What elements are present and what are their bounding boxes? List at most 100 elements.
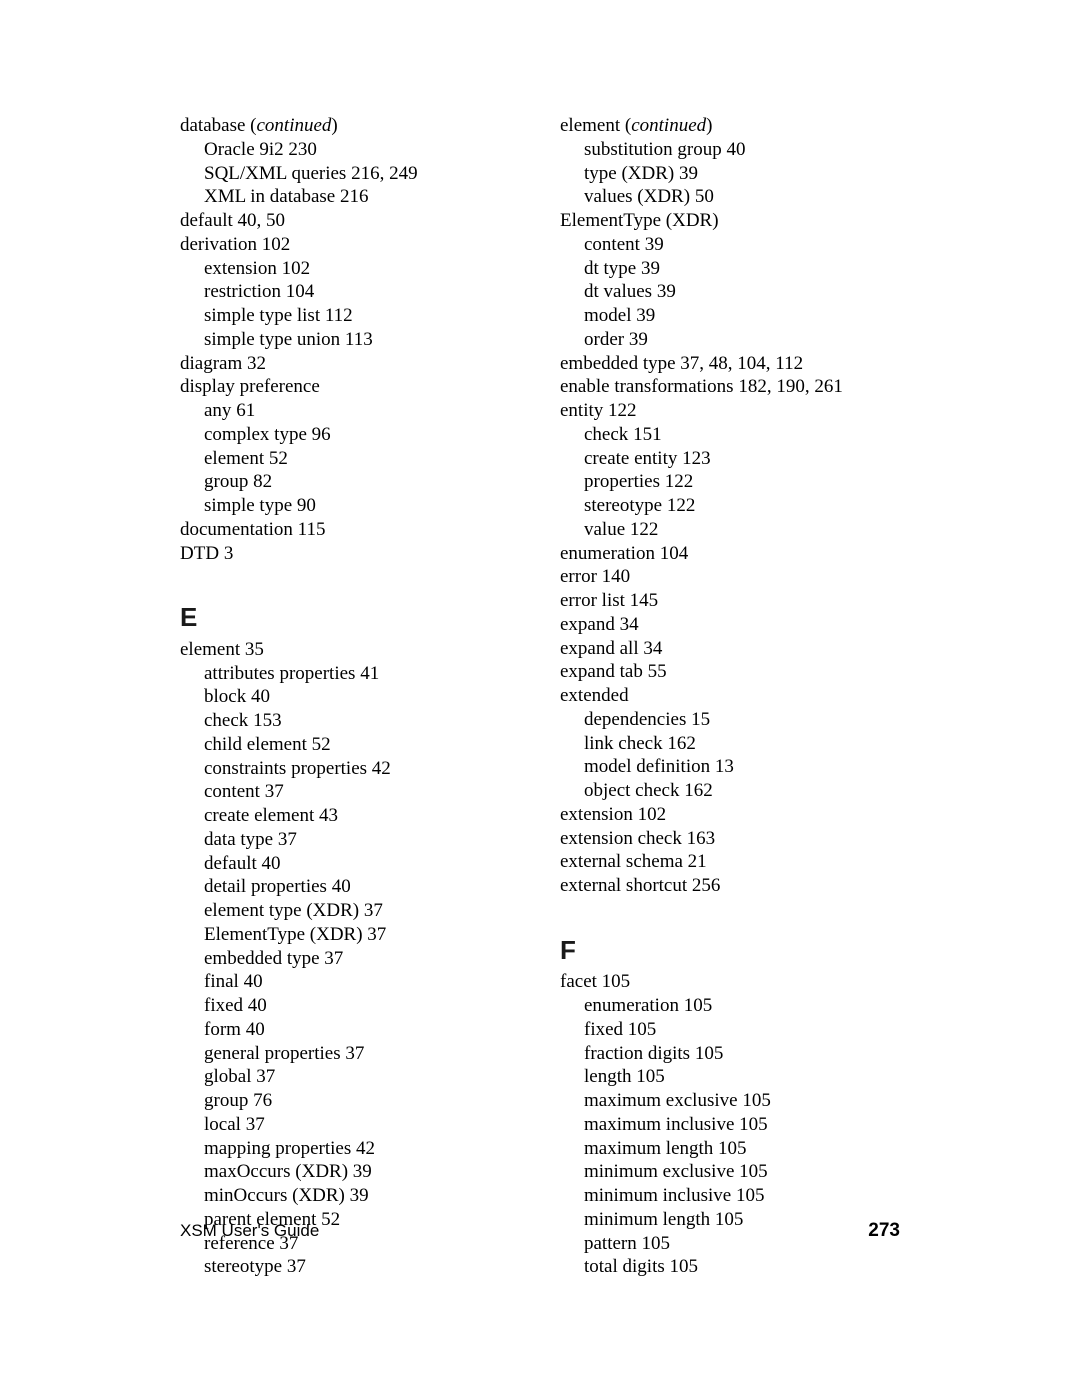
index-term: maxOccurs (XDR) <box>204 1161 348 1182</box>
index-term: data type <box>204 829 273 850</box>
index-subentry: element 52 <box>180 447 520 471</box>
index-term: simple type <box>204 495 292 516</box>
index-page-ref: 105 <box>602 971 631 992</box>
index-page-ref: 82 <box>253 471 272 492</box>
index-subentry: create entity 123 <box>560 447 900 471</box>
index-page-ref: 112 <box>325 305 353 326</box>
index-term: create element <box>204 805 314 826</box>
index-page-ref: 42 <box>356 1138 375 1159</box>
index-term: attributes properties <box>204 663 355 684</box>
index-page-ref: 55 <box>648 661 667 682</box>
index-term: link check <box>584 733 663 754</box>
index-section-letter: E <box>180 601 520 634</box>
index-term: expand all <box>560 638 639 659</box>
index-page-ref: 37 <box>287 1256 306 1277</box>
index-term: default <box>204 853 257 874</box>
index-subentry: general properties 37 <box>180 1042 520 1066</box>
index-term: ElementType (XDR) <box>204 924 363 945</box>
index-subentry: data type 37 <box>180 828 520 852</box>
index-page-ref: 41 <box>360 663 379 684</box>
continued-paren: (continued) <box>250 115 338 136</box>
index-subentry: group 82 <box>180 470 520 494</box>
index-page-ref: 145 <box>630 590 659 611</box>
index-term: minOccurs (XDR) <box>204 1185 345 1206</box>
index-subentry: enumeration 105 <box>560 994 900 1018</box>
index-page-ref: 123 <box>682 448 711 469</box>
footer-page-number: 273 <box>868 1220 900 1242</box>
index-term: element <box>560 115 620 136</box>
index-term: documentation <box>180 519 293 540</box>
index-page-ref: 35 <box>245 639 264 660</box>
index-subentry: any 61 <box>180 399 520 423</box>
index-term: enumeration <box>584 995 679 1016</box>
index-page-ref: 50 <box>695 186 714 207</box>
index-subentry: maximum inclusive 105 <box>560 1113 900 1137</box>
index-term: maximum length <box>584 1138 713 1159</box>
index-page-ref: 37 <box>246 1114 265 1135</box>
index-term: group <box>204 471 248 492</box>
index-subentry: values (XDR) 50 <box>560 185 900 209</box>
index-term: DTD <box>180 543 219 564</box>
index-subentry: extension 102 <box>180 257 520 281</box>
index-term: final <box>204 971 239 992</box>
index-subentry: dependencies 15 <box>560 708 900 732</box>
index-term: database <box>180 115 245 136</box>
index-page-ref: 32 <box>247 353 266 374</box>
index-term: content <box>204 781 260 802</box>
index-term: fixed <box>204 995 243 1016</box>
index-subentry: attributes properties 41 <box>180 662 520 686</box>
index-term: expand <box>560 614 615 635</box>
index-term: values (XDR) <box>584 186 690 207</box>
index-term: derivation <box>180 234 257 255</box>
index-page-ref: 256 <box>692 875 721 896</box>
index-subentry: substitution group 40 <box>560 138 900 162</box>
index-subentry: block 40 <box>180 685 520 709</box>
index-subentry: content 39 <box>560 233 900 257</box>
index-subentry: element type (XDR) 37 <box>180 899 520 923</box>
index-term: check <box>204 710 248 731</box>
index-page-ref: 39 <box>353 1161 372 1182</box>
index-page-ref: 43 <box>319 805 338 826</box>
index-page-ref: 104 <box>660 543 689 564</box>
index-subentry: simple type 90 <box>180 494 520 518</box>
index-term: child element <box>204 734 307 755</box>
index-term: properties <box>584 471 660 492</box>
index-term: maximum exclusive <box>584 1090 738 1111</box>
index-page-ref: 115 <box>298 519 326 540</box>
continued-word: continued <box>256 115 331 136</box>
index-term: external schema <box>560 851 683 872</box>
index-entry: entity 122 <box>560 399 900 423</box>
index-term: external shortcut <box>560 875 687 896</box>
index-page-ref: 105 <box>670 1256 699 1277</box>
index-page-ref: 90 <box>297 495 316 516</box>
index-page-ref: 122 <box>665 471 694 492</box>
index-entry: database (continued) <box>180 114 520 138</box>
index-term: ElementType (XDR) <box>560 210 719 231</box>
index-page-ref: 40 <box>248 995 267 1016</box>
index-page-ref: 102 <box>262 234 291 255</box>
index-term: order <box>584 329 624 350</box>
index-page-ref: 61 <box>236 400 255 421</box>
index-term: total digits <box>584 1256 665 1277</box>
index-entry: extension 102 <box>560 803 900 827</box>
index-subentry: stereotype 37 <box>180 1255 520 1279</box>
index-entry: element 35 <box>180 638 520 662</box>
index-page-ref: 40 <box>727 139 746 160</box>
index-page-ref: 76 <box>253 1090 272 1111</box>
index-term: element <box>180 639 240 660</box>
index-entry: error list 145 <box>560 589 900 613</box>
index-page-ref: 104 <box>286 281 315 302</box>
index-term: block <box>204 686 246 707</box>
index-page-ref: 40 <box>244 971 263 992</box>
index-term: type (XDR) <box>584 163 674 184</box>
index-page-ref: 40 <box>251 686 270 707</box>
index-term: default <box>180 210 233 231</box>
index-term: error <box>560 566 597 587</box>
page-footer: XSM User's Guide 273 <box>180 1220 900 1242</box>
index-page-ref: 230 <box>288 139 317 160</box>
index-term: error list <box>560 590 625 611</box>
index-subentry: object check 162 <box>560 779 900 803</box>
index-subentry: fixed 105 <box>560 1018 900 1042</box>
index-subentry: maximum exclusive 105 <box>560 1089 900 1113</box>
index-term: stereotype <box>204 1256 282 1277</box>
